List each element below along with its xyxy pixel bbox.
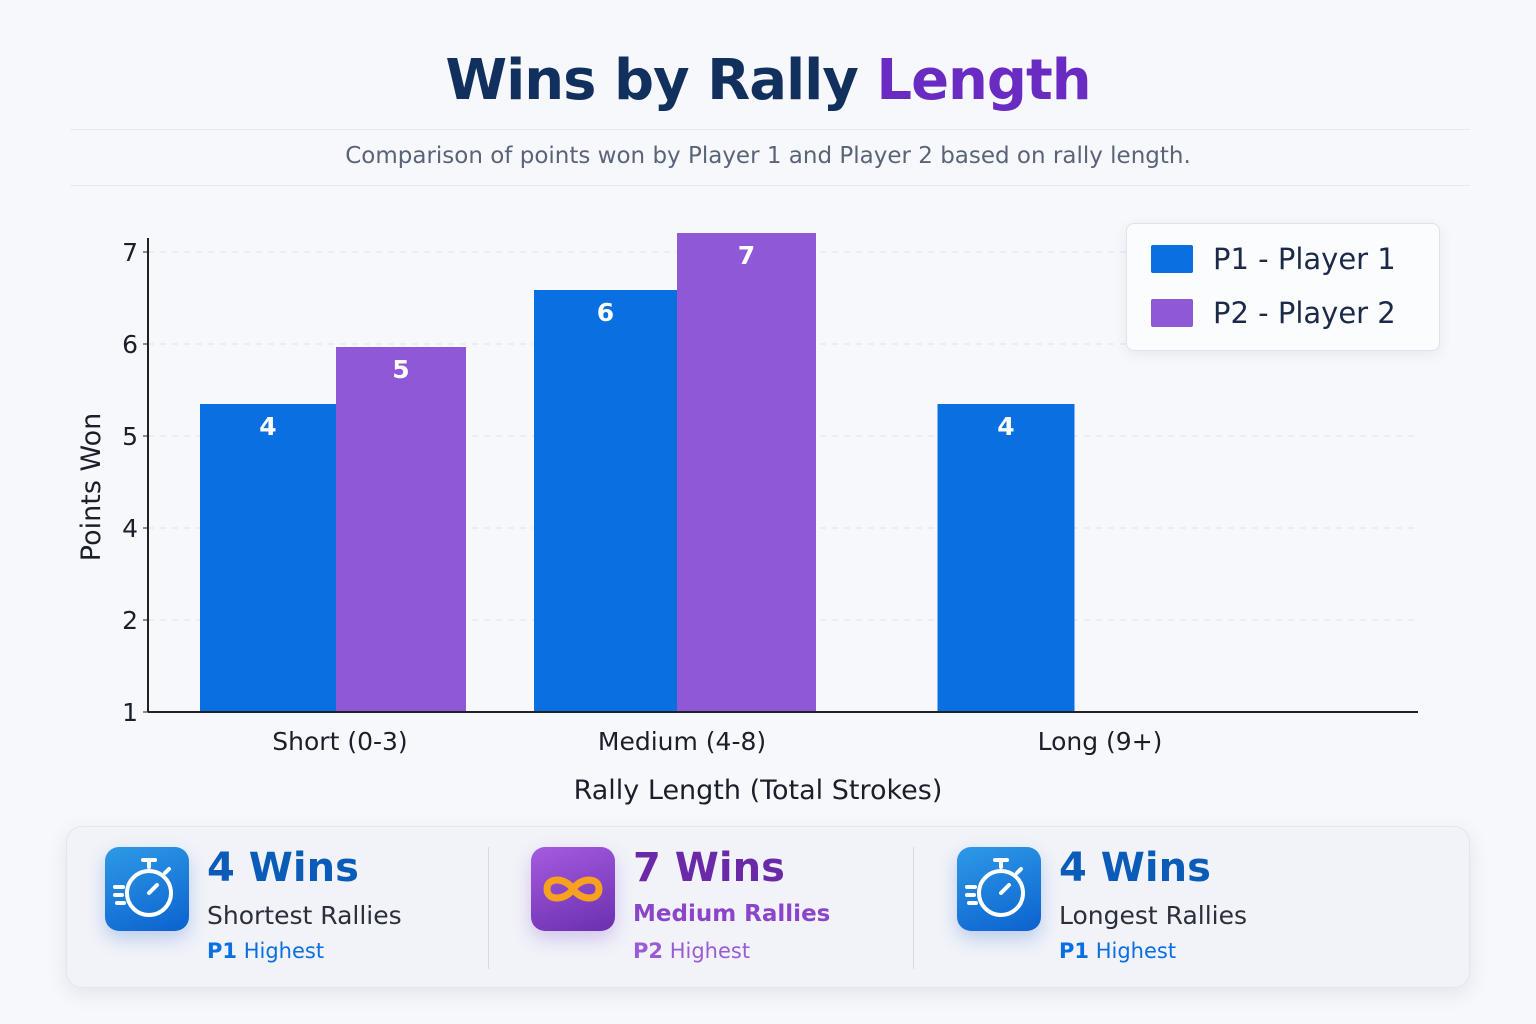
x-tick-label: Long (9+) (1038, 727, 1163, 756)
y-tick-label: 7 (122, 238, 138, 267)
card-highest: P1 Highest (1059, 939, 1176, 963)
summary-card-long: 4 Wins Longest Rallies P1 Highest (919, 827, 1339, 987)
card-player: P2 (633, 939, 664, 963)
summary-card-short: 4 Wins Shortest Rallies P1 Highest (67, 827, 487, 987)
bar-value-label: 4 (259, 412, 276, 441)
card-label: Longest Rallies (1059, 901, 1248, 930)
legend-label: P2 - Player 2 (1213, 296, 1396, 330)
card-highest: P1 Highest (207, 939, 324, 963)
legend-item-p2: P2 - Player 2 (1151, 296, 1396, 330)
x-axis-label: Rally Length (Total Strokes) (574, 775, 943, 806)
bar-value-label: 7 (738, 241, 755, 270)
legend-label: P1 - Player 1 (1213, 242, 1396, 276)
bar-value-label: 6 (597, 298, 614, 327)
card-highest-text: Highest (669, 939, 751, 963)
x-tick-label: Short (0-3) (272, 727, 407, 756)
legend: P1 - Player 1 P2 - Player 2 (1126, 223, 1440, 351)
legend-item-p1: P1 - Player 1 (1151, 242, 1396, 276)
bar-p2 (336, 347, 466, 712)
bar-value-label: 5 (392, 355, 409, 384)
infinity-icon (531, 847, 615, 931)
chart-subtitle: Comparison of points won by Player 1 and… (345, 143, 1191, 169)
divider (488, 847, 489, 969)
y-tick-label: 5 (122, 422, 138, 451)
y-tick-label: 6 (122, 330, 138, 359)
stopwatch-icon (957, 847, 1041, 931)
y-axis-label: Points Won (76, 413, 107, 561)
card-highest-text: Highest (1095, 939, 1177, 963)
x-tick-label: Medium (4-8) (598, 727, 766, 756)
title-accent: Length (876, 48, 1091, 113)
divider (70, 129, 1470, 130)
card-label: Medium Rallies (633, 901, 831, 927)
y-tick-label: 1 (122, 698, 138, 727)
card-wins: 4 Wins (1059, 845, 1211, 891)
card-highest: P2 Highest (633, 939, 750, 963)
legend-swatch-p2 (1151, 299, 1193, 327)
summary-card-medium: 7 Wins Medium Rallies P2 Highest (493, 827, 913, 987)
card-wins: 7 Wins (633, 845, 785, 891)
divider (70, 185, 1470, 186)
bar-p1 (937, 404, 1075, 712)
card-wins: 4 Wins (207, 845, 359, 891)
chart-title: Wins by Rally Length (0, 48, 1536, 113)
bar-p2 (677, 233, 816, 712)
stopwatch-icon (105, 847, 189, 931)
card-player: P1 (1059, 939, 1090, 963)
bar-p1 (534, 290, 677, 712)
bar-value-label: 4 (997, 412, 1014, 441)
title-main: Wins by Rally (445, 48, 859, 113)
summary-cards: 4 Wins Shortest Rallies P1 Highest 7 Win… (66, 826, 1470, 988)
y-tick-label: 4 (122, 514, 138, 543)
y-tick-label: 2 (122, 606, 138, 635)
bar-chart: 4 5 6 7 4 1 2 4 5 6 7 Short (0-3) Medium (4-8) Long … (76, 233, 1418, 806)
card-highest-text: Highest (243, 939, 325, 963)
bar-p1 (200, 404, 336, 712)
card-player: P1 (207, 939, 238, 963)
divider (913, 847, 914, 969)
card-label: Shortest Rallies (207, 901, 402, 930)
legend-swatch-p1 (1151, 245, 1193, 273)
